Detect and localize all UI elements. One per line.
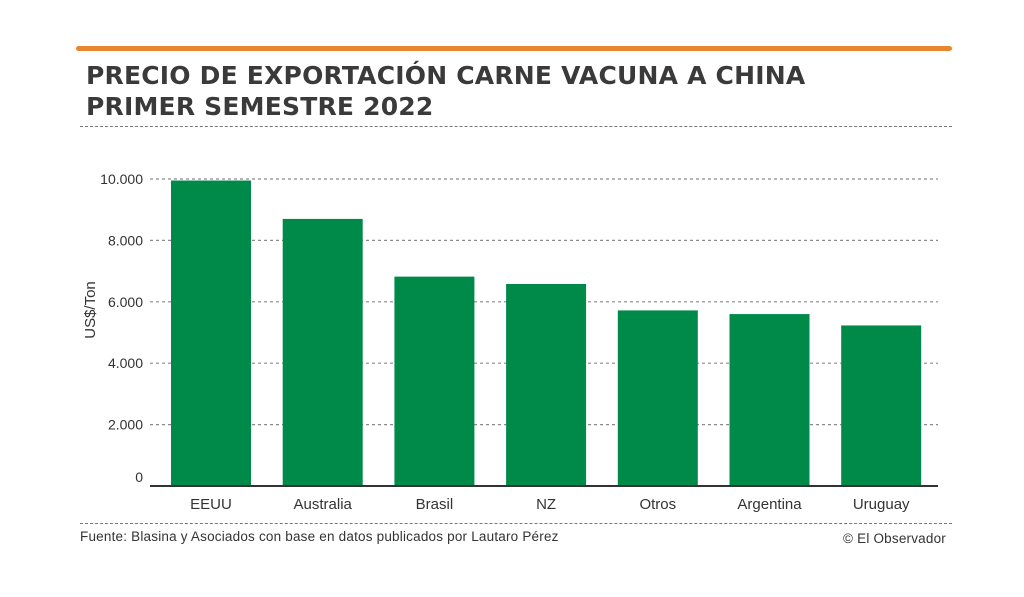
x-tick-label: Brasil [416,496,454,513]
x-tick-label: NZ [536,496,556,513]
x-tick-label: Uruguay [853,496,910,513]
accent-rule [76,46,952,51]
y-tick-label: 6.000 [108,294,143,310]
y-tick-label: 4.000 [108,355,143,371]
credit-note: © El Observador [843,531,946,546]
bars [171,180,922,486]
y-tick-label: 10.000 [100,171,143,187]
y-axis-label: US$/Ton [82,281,99,339]
bar-australia [282,218,363,486]
x-tick-label: EEUU [190,496,232,513]
y-tick-label: 8.000 [108,232,143,248]
bar-eeuu [171,180,251,486]
chart-title: PRECIO DE EXPORTACIÓN CARNE VACUNA A CHI… [86,60,946,122]
source-note: Fuente: Blasina y Asociados con base en … [80,529,559,544]
x-tick-label: Otros [639,496,676,513]
bar-brasil [394,276,475,486]
x-tick-label: Argentina [737,496,802,513]
title-line-1: PRECIO DE EXPORTACIÓN CARNE VACUNA A CHI… [86,61,806,90]
bar-nz [506,283,587,486]
y-tick-label: 0 [135,469,143,485]
footer-divider [80,523,952,524]
x-tick-label: Australia [294,496,353,513]
title-divider [80,126,952,127]
bar-otros [617,310,698,486]
bar-argentina [729,314,810,486]
bar-uruguay [841,325,922,486]
tick-labels: 0 2.000 4.000 6.000 8.000 10.000 US$/Ton EEUU Au… [82,171,910,513]
title-line-2: PRIMER SEMESTRE 2022 [86,92,434,121]
y-tick-label: 2.000 [108,417,143,433]
